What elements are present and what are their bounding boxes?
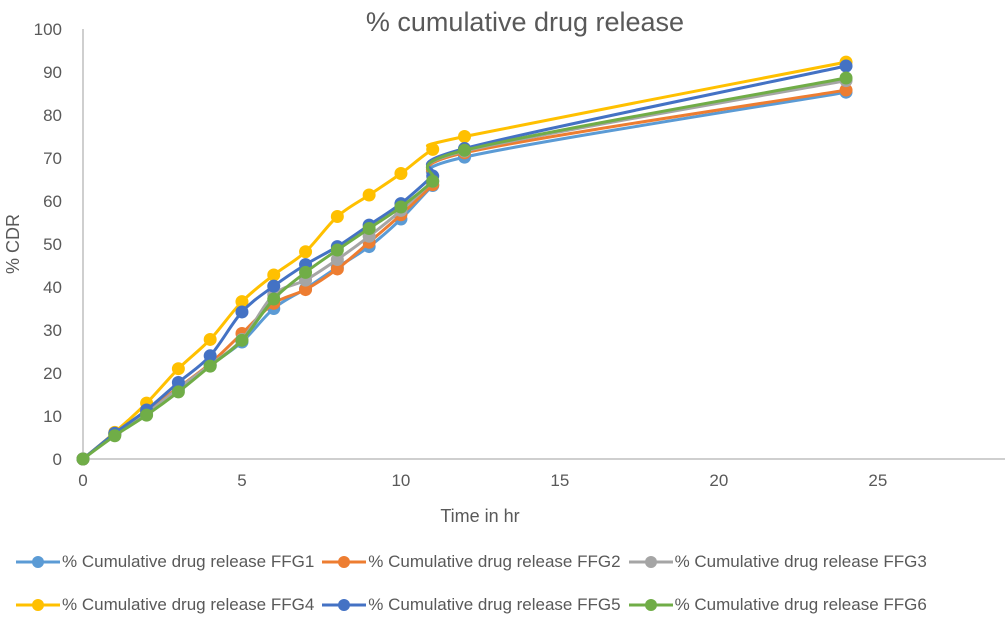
- y-tick-label: 60: [43, 192, 62, 211]
- y-tick-label: 10: [43, 407, 62, 426]
- series-6: [76, 71, 853, 466]
- x-tick-label: 0: [78, 471, 87, 490]
- series-line: [82, 76, 847, 461]
- data-point: [330, 252, 344, 266]
- legend-item: % Cumulative drug release FFG1: [14, 552, 314, 572]
- legend-label: % Cumulative drug release FFG3: [674, 552, 927, 571]
- legend-label: % Cumulative drug release FFG2: [368, 552, 621, 571]
- x-tick-label: 5: [237, 471, 246, 490]
- data-point: [235, 333, 249, 347]
- data-point: [108, 429, 122, 443]
- legend-marker-icon: [16, 556, 60, 568]
- x-tick-label: 15: [550, 471, 569, 490]
- legend-item: % Cumulative drug release FFG5: [320, 595, 621, 615]
- series-5: [76, 59, 853, 466]
- y-tick-label: 50: [43, 235, 62, 254]
- x-tick-label: 20: [709, 471, 728, 490]
- x-tick-label: 10: [391, 471, 410, 490]
- data-point: [235, 305, 249, 319]
- data-point: [394, 200, 408, 214]
- y-axis-label: % CDR: [3, 214, 23, 274]
- chart-title: % cumulative drug release: [366, 7, 684, 37]
- data-point: [458, 130, 472, 143]
- legend-marker-icon: [16, 599, 60, 611]
- data-point: [267, 292, 281, 306]
- y-tick-label: 70: [43, 149, 62, 168]
- data-point: [458, 143, 472, 157]
- legend-label: % Cumulative drug release FFG1: [62, 552, 315, 571]
- data-point: [426, 174, 440, 188]
- legend-marker-icon: [322, 556, 367, 568]
- series-line: [82, 88, 847, 461]
- y-tick-label: 80: [43, 106, 62, 125]
- legend-item: % Cumulative drug release FFG4: [14, 595, 314, 615]
- legend-label: % Cumulative drug release FFG6: [674, 595, 927, 614]
- data-point: [839, 59, 853, 73]
- data-point: [330, 262, 344, 276]
- x-axis-label: Time in hr: [440, 506, 519, 526]
- legend-item: % Cumulative drug release FFG2: [320, 552, 621, 572]
- data-point: [171, 362, 185, 376]
- y-tick-label: 100: [34, 20, 62, 39]
- data-point: [203, 349, 217, 363]
- data-point: [330, 209, 344, 223]
- data-point: [299, 245, 313, 259]
- data-point: [299, 283, 313, 297]
- series-group: [76, 55, 853, 466]
- data-point: [426, 142, 440, 156]
- y-tick-label: 0: [53, 450, 62, 469]
- data-point: [267, 279, 281, 293]
- data-point: [394, 166, 408, 180]
- data-point: [839, 83, 853, 97]
- data-point: [140, 408, 154, 422]
- data-point: [267, 268, 281, 282]
- data-point: [235, 295, 249, 309]
- series-4: [76, 55, 853, 466]
- y-tick-label: 30: [43, 321, 62, 340]
- y-tick-label: 40: [43, 278, 62, 297]
- chart: % cumulative drug release 01020304050607…: [3, 7, 1005, 526]
- data-point: [171, 385, 185, 399]
- legend-marker-icon: [322, 599, 367, 611]
- data-point: [203, 332, 217, 346]
- legend-marker-icon: [628, 556, 673, 568]
- axes: 0 10 20 30 40 50 60 70 80 90 100 0 5 10 15 20 25: [34, 20, 1005, 490]
- legend-row: % Cumulative drug release FFG4 % Cumulati…: [14, 591, 1005, 619]
- legend-label: % Cumulative drug release FFG5: [368, 595, 621, 614]
- legend-row: % Cumulative drug release FFG1 % Cumulati…: [14, 548, 1005, 576]
- legend-label: % Cumulative drug release FFG4: [62, 595, 315, 614]
- data-point: [362, 222, 376, 236]
- x-tick-label: 25: [868, 471, 887, 490]
- data-point: [171, 375, 185, 389]
- series-line: [82, 60, 847, 461]
- y-tick-label: 90: [43, 63, 62, 82]
- data-point: [76, 452, 90, 466]
- legend-marker-icon: [628, 599, 673, 611]
- series-line: [82, 64, 847, 461]
- data-point: [839, 71, 853, 85]
- legend: % Cumulative drug release FFG1 % Cumulati…: [14, 548, 1005, 634]
- legend-item: % Cumulative drug release FFG6: [627, 595, 927, 615]
- y-tick-label: 20: [43, 364, 62, 383]
- data-point: [330, 243, 344, 257]
- legend-item: % Cumulative drug release FFG3: [627, 552, 927, 572]
- data-point: [203, 359, 217, 373]
- data-point: [299, 265, 313, 279]
- data-point: [362, 188, 376, 202]
